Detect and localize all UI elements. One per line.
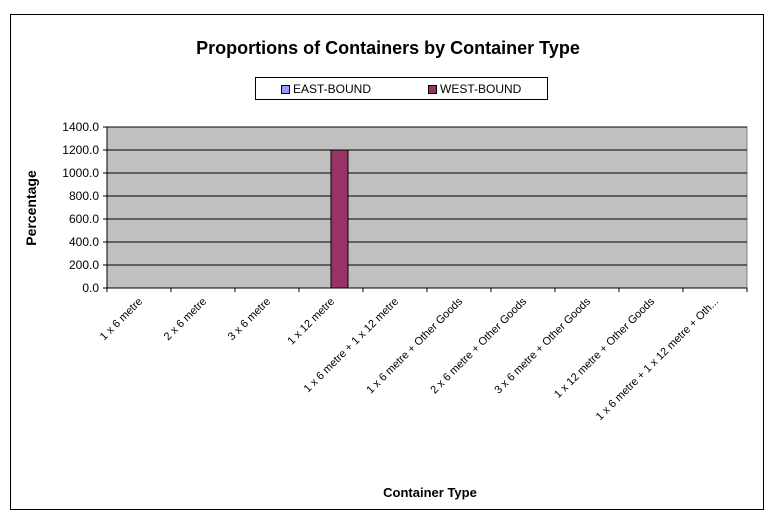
legend: EAST-BOUND WEST-BOUND <box>255 77 548 100</box>
x-tick-label: 1 x 6 metre <box>98 296 145 343</box>
y-tick-label: 800.0 <box>69 189 99 203</box>
y-tick-label: 1200.0 <box>62 143 99 157</box>
bar-west-bound <box>330 149 349 289</box>
legend-label-west-bound: WEST-BOUND <box>440 82 522 96</box>
legend-item-east-bound: EAST-BOUND <box>281 82 371 96</box>
y-tick-label: 0.0 <box>82 281 99 295</box>
y-axis-title: Percentage <box>23 170 39 246</box>
legend-swatch-west-bound <box>428 84 437 94</box>
x-axis-title: Container Type <box>383 485 477 500</box>
x-tick-label: 3 x 6 metre <box>226 296 273 343</box>
x-tick-label: 1 x 12 metre <box>285 296 337 348</box>
x-tick-label: 2 x 6 metre <box>162 296 209 343</box>
legend-item-west-bound: WEST-BOUND <box>428 82 521 96</box>
legend-label-east-bound: EAST-BOUND <box>293 82 372 96</box>
x-tick-label: 1 x 6 metre + 1 x 12 metre + Oth... <box>594 296 721 423</box>
plot-area <box>106 126 748 289</box>
y-tick-label: 600.0 <box>69 212 99 226</box>
chart-title: Proportions of Containers by Container T… <box>196 38 580 58</box>
y-tick-label: 400.0 <box>69 235 99 249</box>
legend-swatch-east-bound <box>281 84 290 94</box>
y-tick-label: 1000.0 <box>62 166 99 180</box>
y-tick-label: 200.0 <box>69 258 99 272</box>
y-tick-label: 1400.0 <box>62 120 99 134</box>
